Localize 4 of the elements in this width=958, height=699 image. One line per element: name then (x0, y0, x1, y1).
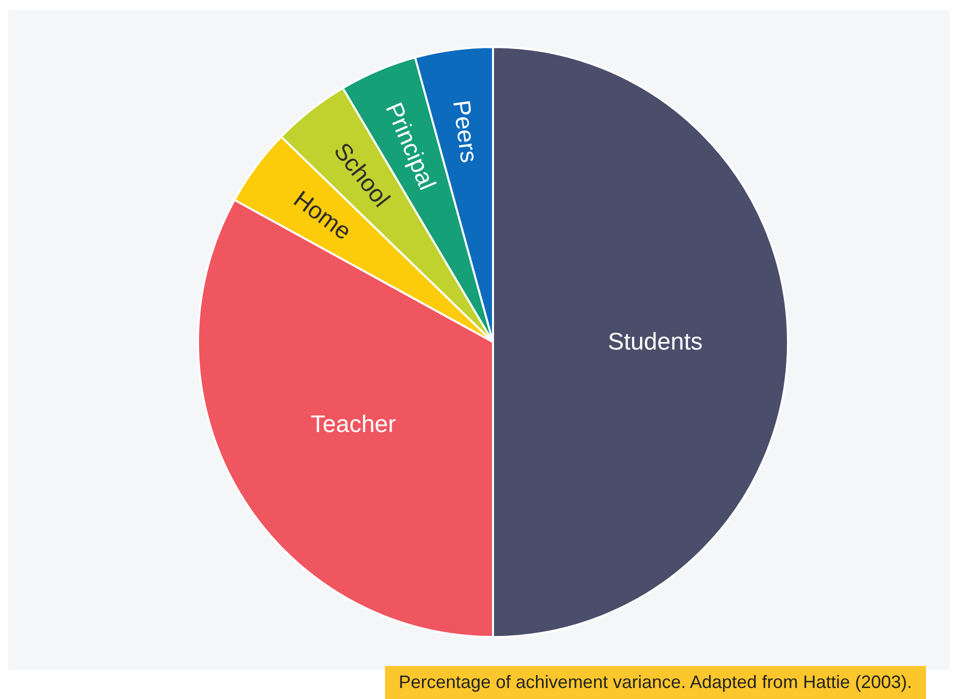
text: Percentage of achivement variance. Adapted from Hattie (2003). (384, 666, 926, 699)
slice-label: Teacher (310, 411, 396, 438)
slice-label: Peers (447, 98, 482, 164)
slice-label: Students (608, 328, 703, 356)
